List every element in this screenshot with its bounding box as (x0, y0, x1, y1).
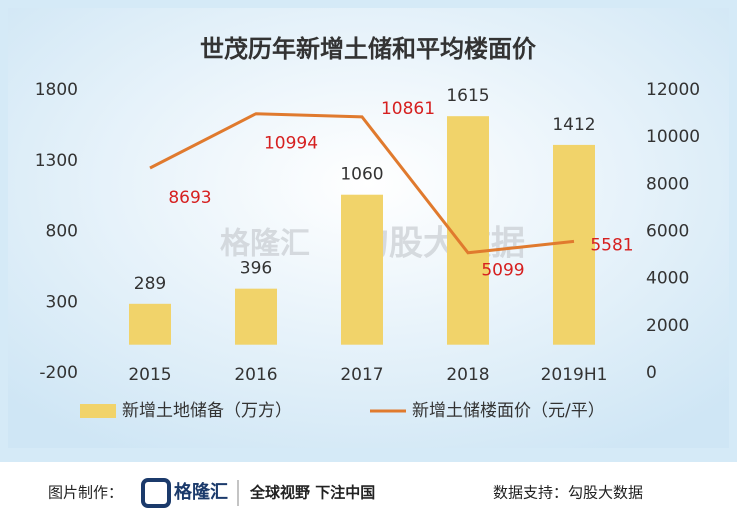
x-tick-label: 2017 (340, 365, 383, 385)
bar (553, 144, 595, 345)
line-value-label: 5581 (590, 235, 633, 255)
bar-value-label: 1060 (340, 165, 383, 185)
x-tick-label: 2015 (128, 365, 171, 385)
y2-tick-label: 0 (646, 363, 657, 383)
bar-value-label: 1412 (552, 115, 595, 135)
y2-tick-label: 12000 (646, 80, 700, 100)
x-tick-label: 2016 (234, 365, 277, 385)
bar (341, 194, 383, 345)
footer-data-support: 数据支持：勾股大数据 (493, 484, 643, 502)
legend-label: 新增土地储备（万方） (122, 401, 292, 421)
bar-value-label: 396 (240, 259, 272, 279)
line-value-label: 10861 (381, 99, 435, 119)
legend-swatch (80, 404, 116, 418)
chart-title: 世茂历年新增土储和平均楼面价 (200, 35, 537, 63)
y2-tick-label: 2000 (646, 316, 689, 336)
footer-slogan: 全球视野 下注中国 (249, 484, 375, 502)
x-tick-label: 2018 (446, 365, 489, 385)
x-tick-label: 2019H1 (541, 365, 608, 385)
y-tick-label: -200 (39, 363, 78, 383)
line-value-label: 8693 (168, 188, 211, 208)
y-tick-label: 1800 (35, 80, 78, 100)
watermark: 勾股大数据 (355, 224, 525, 264)
y-tick-label: 300 (46, 292, 78, 312)
y2-tick-label: 8000 (646, 174, 689, 194)
legend-label: 新增土储楼面价（元/平） (412, 401, 605, 421)
watermark: 格隆汇 (220, 227, 310, 262)
logo-icon (141, 478, 171, 508)
bar (447, 116, 489, 345)
footer-logo: 格隆汇 (174, 481, 228, 503)
y2-tick-label: 10000 (646, 127, 700, 147)
bar (235, 288, 277, 345)
y2-tick-label: 6000 (646, 222, 689, 242)
y-tick-label: 1300 (35, 151, 78, 171)
bar (129, 303, 171, 345)
bar-value-label: 1615 (446, 86, 489, 106)
line-value-label: 10994 (264, 134, 318, 154)
bar-value-label: 289 (134, 274, 166, 294)
line-value-label: 5099 (481, 261, 524, 281)
footer-made-by: 图片制作： (48, 484, 123, 502)
y2-tick-label: 4000 (646, 269, 689, 289)
footer-bar (0, 462, 737, 527)
y-tick-label: 800 (46, 222, 78, 242)
line (149, 112, 575, 255)
